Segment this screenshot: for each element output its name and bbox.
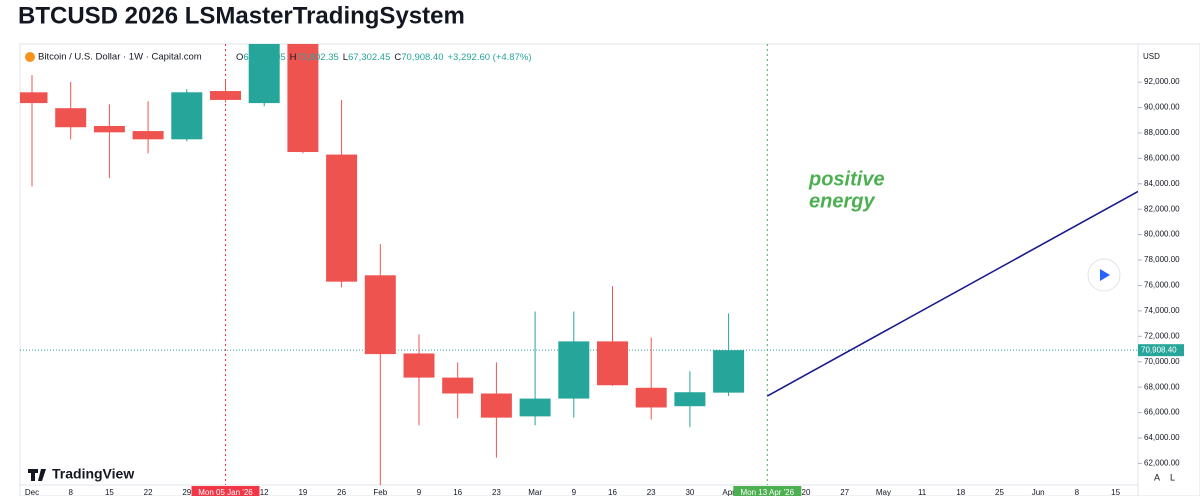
- x-tick-label: May: [876, 488, 891, 496]
- x-tick-label: 19: [298, 488, 307, 496]
- candle-body: [248, 44, 280, 104]
- x-tick-label: 15: [1111, 488, 1120, 496]
- ohlc-item: O: [236, 52, 243, 63]
- x-tick-label: 15: [105, 488, 114, 496]
- y-tick-label: 66,000.00: [1144, 408, 1180, 417]
- y-tick-label: 64,000.00: [1144, 433, 1180, 442]
- ohlc-item: 67,302.45: [348, 52, 390, 63]
- candle-body: [713, 350, 745, 393]
- last-price-tag: [1138, 344, 1184, 357]
- y-tick-label: 88,000.00: [1144, 128, 1180, 137]
- x-tick-label: Apr: [722, 488, 735, 496]
- candle-body: [171, 92, 203, 140]
- y-tick-label: 90,000.00: [1144, 103, 1180, 112]
- scale-button[interactable]: L: [1170, 472, 1175, 482]
- candle-body: [674, 392, 706, 407]
- x-tick-label: 12: [260, 488, 269, 496]
- x-tick-label: 23: [647, 488, 656, 496]
- brand-logo: [28, 469, 46, 481]
- candle-body: [132, 131, 164, 140]
- candle-body: [403, 353, 435, 378]
- candle-body: [93, 125, 125, 133]
- axis-unit: USD: [1143, 52, 1160, 61]
- candle-body: [210, 91, 241, 100]
- annotation: energy: [809, 190, 875, 212]
- x-tick-label: Mar: [528, 488, 542, 496]
- x-tick-label: 8: [68, 488, 73, 496]
- x-tick-label: 30: [685, 488, 694, 496]
- x-label-highlight: [191, 486, 260, 496]
- x-tick-label: 22: [144, 488, 153, 496]
- candle-body: [55, 108, 87, 128]
- candle-body: [287, 44, 319, 153]
- scroll-icon[interactable]: [1100, 269, 1110, 281]
- y-tick-label: 72,000.00: [1144, 331, 1180, 340]
- x-tick-label: 16: [453, 488, 462, 496]
- x-tick-label: Jun: [1032, 488, 1045, 496]
- x-tick-label: 9: [572, 488, 577, 496]
- y-tick-label: 84,000.00: [1144, 179, 1180, 188]
- y-tick-label: 74,000.00: [1144, 306, 1180, 315]
- y-tick-label: 62,000.00: [1144, 459, 1180, 468]
- ohlc-item: 70,908.40: [401, 52, 443, 63]
- y-tick-label: 80,000.00: [1144, 230, 1180, 239]
- symbol-legend: Bitcoin / U.S. Dollar · 1W · Capital.com: [38, 52, 202, 63]
- y-tick-label: 82,000.00: [1144, 204, 1180, 213]
- y-tick-label: 76,000.00: [1144, 281, 1180, 290]
- trend-line: [766, 190, 1138, 397]
- x-tick-label: 9: [417, 488, 422, 496]
- ohlc-legend: O67,566.95 H73,802.35 L67,302.45 C70,908.40…: [236, 52, 531, 63]
- last-price-label: 70,908.40: [1141, 345, 1177, 354]
- y-tick-label: 92,000.00: [1144, 77, 1180, 86]
- ohlc-item: H: [290, 52, 297, 63]
- x-tick-label: 23: [492, 488, 501, 496]
- x-tick-label: Mon 13 Apr '26: [741, 488, 795, 496]
- x-tick-label: 8: [1075, 488, 1080, 496]
- ohlc-item: +3,292.60 (+4.87%): [448, 52, 532, 63]
- x-tick-label: 26: [337, 488, 346, 496]
- plot: [20, 44, 1138, 485]
- ohlc-item: C: [394, 52, 401, 63]
- chart-title: BTCUSD 2026 LSMasterTradingSystem: [18, 2, 465, 29]
- candle-body: [635, 387, 667, 408]
- x-tick-label: 25: [995, 488, 1004, 496]
- x-tick-label: Dec: [25, 488, 39, 496]
- y-tick-label: 68,000.00: [1144, 382, 1180, 391]
- x-tick-label: 18: [956, 488, 965, 496]
- bitcoin-icon: [25, 52, 35, 62]
- x-tick-label: 27: [840, 488, 849, 496]
- ohlc-item: 73,802.35: [297, 52, 339, 63]
- x-tick-label: 16: [608, 488, 617, 496]
- candle-body: [480, 393, 512, 418]
- x-tick-label: Mon 05 Jan '26: [198, 488, 253, 496]
- x-tick-label: 20: [802, 488, 811, 496]
- x-tick-label: 29: [182, 488, 191, 496]
- brand: TradingView: [52, 466, 134, 482]
- candle-body: [519, 398, 551, 417]
- y-tick-label: 70,000.00: [1144, 357, 1180, 366]
- chart-frame: [19, 43, 1200, 497]
- scale-button[interactable]: A: [1154, 472, 1160, 482]
- candle-body: [364, 275, 396, 355]
- annotation: positive: [808, 168, 885, 190]
- x-tick-label: Feb: [373, 488, 387, 496]
- candle-body: [20, 92, 48, 104]
- x-label-highlight: [733, 486, 802, 496]
- ohlc-item: 67,566.95: [243, 52, 285, 63]
- candle-body: [326, 154, 358, 282]
- candle-body: [597, 341, 628, 386]
- y-tick-label: 78,000.00: [1144, 255, 1180, 264]
- ohlc-item: L: [343, 52, 348, 63]
- candle-body: [558, 341, 590, 399]
- x-tick-label: 11: [918, 488, 927, 496]
- candle-body: [442, 377, 474, 394]
- y-tick-label: 86,000.00: [1144, 153, 1180, 162]
